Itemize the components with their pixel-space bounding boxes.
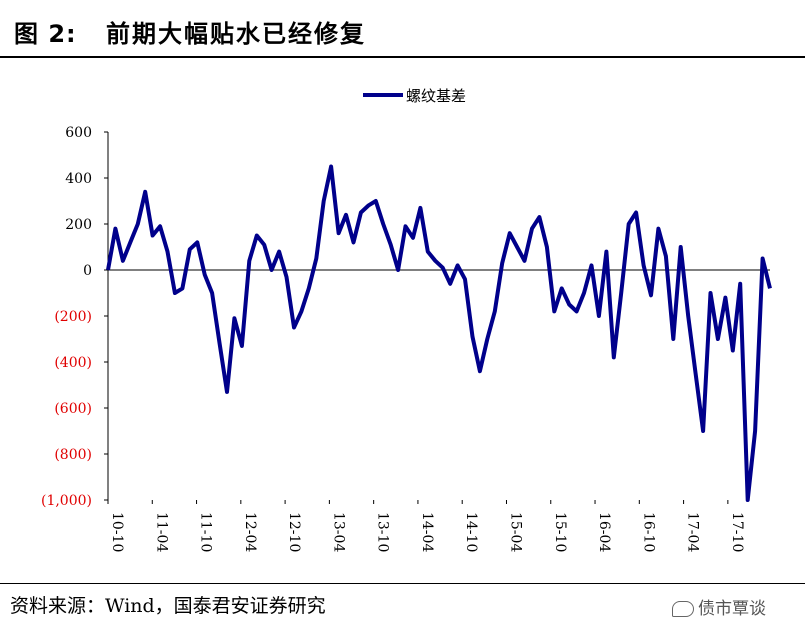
x-tick-label: 17-04 [685,512,701,552]
series-layer [106,164,772,502]
y-tick-label: (600) [54,401,92,417]
x-tick-label: 16-10 [640,512,656,552]
y-tick-label: (400) [54,355,92,371]
x-tick-label: 14-10 [463,512,479,552]
x-tick-label: 12-10 [286,512,302,552]
y-tick-label: 600 [65,125,92,141]
x-tick-label: 14-04 [419,512,435,552]
chart: 螺纹基差 600 400 200 0 (200) (400) (600) (800) (1,00… [41,87,772,552]
figure-title: 前期大幅贴水已经修复 [106,20,366,48]
chat-bubble-icon [672,601,694,617]
y-tick-label: 200 [65,217,92,233]
watermark: 债市覃谈 [672,594,766,619]
x-tick-label: 12-04 [242,512,258,552]
x-tick-label: 15-10 [552,512,568,552]
axes: 600 400 200 0 (200) (400) (600) (800) (1,000) 10-… [41,125,770,552]
x-tick-label: 15-04 [507,512,523,552]
y-tick-label: 400 [65,171,92,187]
legend-label: 螺纹基差 [406,87,466,105]
x-tick-label: 13-10 [375,512,391,552]
y-tick-label: (800) [54,447,92,463]
figure-header: 图 2: 前期大幅贴水已经修复 [0,0,805,56]
y-tick-label: (200) [54,309,92,325]
y-tick-label: 0 [83,263,92,279]
top-rule [0,56,805,58]
x-tick-label: 10-10 [109,512,125,552]
legend: 螺纹基差 [363,87,466,105]
x-tick-label: 17-10 [729,512,745,552]
x-tick-label: 11-04 [153,512,169,552]
bottom-rule [0,583,805,584]
source-note: 资料来源：Wind，国泰君安证券研究 [10,595,326,617]
x-tick-label: 13-04 [330,512,346,552]
series-line-螺纹基差 [106,164,772,502]
watermark-text: 债市覃谈 [698,599,766,619]
x-tick-label: 11-10 [198,512,214,552]
y-tick-label: (1,000) [41,493,92,509]
x-tick-label: 16-04 [596,512,612,552]
figure-label: 图 2: [14,20,77,48]
